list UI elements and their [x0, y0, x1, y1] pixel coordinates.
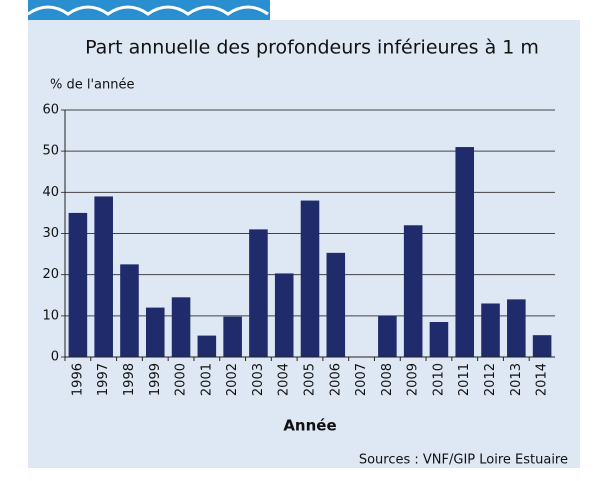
bar: [223, 316, 242, 357]
bar: [532, 335, 552, 357]
x-tick-label: 2012: [483, 363, 498, 396]
bar: [507, 299, 526, 357]
x-tick-label: 2001: [199, 363, 214, 396]
bar: [455, 147, 475, 357]
x-tick-label: 2005: [303, 363, 318, 396]
y-tick-label: 30: [42, 226, 59, 241]
x-tick-label: 2011: [457, 363, 472, 396]
bar: [481, 303, 500, 357]
bar: [120, 264, 139, 357]
bar: [274, 273, 294, 357]
source: Sources : VNF/GIP Loire Estuaire: [359, 453, 568, 468]
bar: [145, 307, 165, 357]
y-tick-label: 10: [42, 308, 59, 323]
x-tick-label: 2014: [535, 363, 550, 396]
bar: [326, 252, 346, 357]
bar: [197, 335, 217, 357]
x-tick-label: 2010: [431, 363, 446, 396]
wave-decoration: [27, 0, 270, 20]
x-tick-label: 2013: [509, 363, 524, 396]
x-tick-label: 1997: [96, 363, 111, 396]
bar: [300, 200, 320, 357]
y-tick-label: 40: [42, 185, 59, 200]
bar: [378, 315, 397, 357]
x-tick-label: 2004: [277, 363, 292, 396]
x-tick-label: 1996: [70, 363, 85, 396]
bar: [429, 322, 449, 357]
bar: [249, 229, 268, 357]
x-axis-label: Année: [283, 417, 336, 435]
x-tick-label: 2006: [328, 363, 343, 396]
x-tick-label: 2007: [354, 363, 369, 396]
x-tick-label: 2000: [174, 363, 189, 396]
bar: [68, 212, 88, 357]
bar: [403, 225, 423, 357]
y-axis-label: % de l'année: [50, 78, 135, 93]
y-tick-label: 50: [42, 144, 59, 159]
y-tick-label: 60: [42, 103, 59, 118]
y-tick-label: 0: [51, 350, 59, 365]
y-tick-label: 20: [42, 267, 59, 282]
bar: [94, 196, 113, 357]
x-tick-label: 2008: [380, 363, 395, 396]
x-tick-label: 2003: [251, 363, 266, 396]
x-tick-label: 2002: [225, 363, 240, 396]
bar: [171, 297, 191, 357]
x-tick-label: 1998: [122, 363, 137, 396]
x-tick-label: 1999: [148, 363, 163, 396]
chart-title: Part annuelle des profondeurs inférieure…: [85, 37, 539, 59]
x-tick-label: 2009: [406, 363, 421, 396]
